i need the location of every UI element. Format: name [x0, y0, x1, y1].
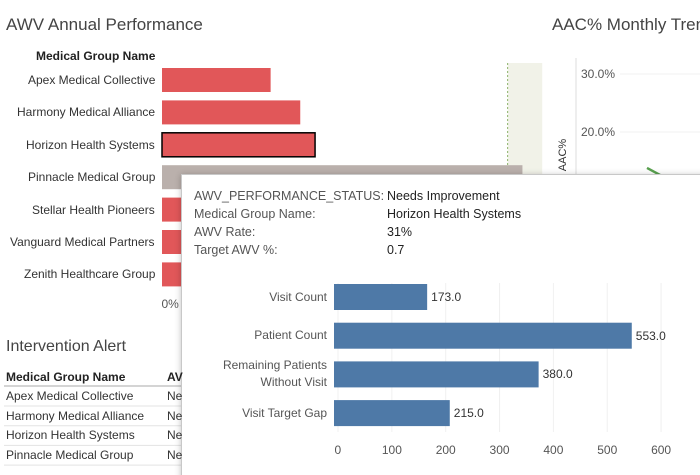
- value-label: 215.0: [453, 406, 484, 421]
- field-value: 0.7: [387, 243, 405, 257]
- x-tick-label: 0: [334, 443, 342, 457]
- axis-header: Medical Group Name: [36, 49, 156, 63]
- value-label: 553.0: [635, 328, 666, 343]
- category-label: Zenith Healthcare Group: [24, 267, 156, 282]
- x-tick-label: 0%: [161, 297, 179, 311]
- chart-title: AWV Annual Performance: [6, 15, 203, 34]
- category-label: Vanguard Medical Partners: [10, 235, 155, 249]
- category-label: Apex Medical Collective: [28, 73, 156, 87]
- category-label: Horizon Health Systems: [26, 137, 155, 152]
- field-value: Needs Improvement: [387, 189, 500, 203]
- field-label: AWV Rate:: [194, 225, 256, 239]
- table-cell: Pinnacle Medical Group: [6, 448, 134, 463]
- trend-line: [646, 166, 661, 177]
- field-label: Target AWV %:: [194, 243, 278, 257]
- x-tick-label: 300: [489, 443, 510, 457]
- x-tick-label: 100: [381, 443, 402, 457]
- bar: [162, 68, 271, 92]
- chart-title: AAC% Monthly Tren: [552, 15, 700, 34]
- category-label: Patient Count: [254, 328, 327, 343]
- field-value: Horizon Health Systems: [387, 207, 522, 221]
- bar: [334, 322, 632, 349]
- bar: [334, 400, 450, 427]
- x-tick-label: 200: [435, 443, 456, 457]
- value-label: 173.0: [431, 290, 462, 304]
- table-cell: Apex Medical Collective: [6, 389, 134, 403]
- tooltip-layer: [334, 283, 662, 432]
- category-label: Pinnacle Medical Group: [28, 170, 156, 185]
- tooltip: AWV_PERFORMANCE_STATUS: Needs Improvement…: [181, 174, 700, 475]
- field-value: 31%: [387, 225, 413, 239]
- table-cell: Ne: [167, 448, 183, 463]
- table-cell: Harmony Medical Alliance: [6, 408, 145, 423]
- category-label: Visit Count: [269, 289, 327, 304]
- bar: [334, 361, 539, 388]
- y-tick-label: 20.0%: [581, 125, 616, 139]
- category-label: Remaining Patients Without Visit: [222, 358, 327, 390]
- table-cell: Ne: [167, 389, 183, 403]
- category-label: Visit Target Gap: [242, 405, 327, 420]
- x-tick-label: 600: [651, 443, 672, 457]
- bar: [334, 284, 428, 310]
- table-cell: Ne: [167, 428, 183, 443]
- field-label: Medical Group Name:: [194, 207, 316, 221]
- value-label: 380.0: [542, 367, 573, 382]
- x-tick-label: 500: [597, 443, 618, 457]
- category-label: Harmony Medical Alliance: [17, 105, 156, 120]
- y-tick-label: 30.0%: [581, 67, 616, 81]
- table-title: Intervention Alert: [6, 337, 127, 355]
- field-label: AWV_PERFORMANCE_STATUS:: [194, 189, 385, 203]
- category-label: Stellar Health Pioneers: [32, 202, 155, 217]
- bar: [161, 132, 316, 158]
- column-header: AV: [167, 370, 183, 384]
- table-cell: Ne: [167, 408, 183, 423]
- bar: [162, 100, 301, 125]
- x-tick-label: 400: [543, 443, 564, 457]
- y-axis-label: AAC%: [557, 138, 570, 172]
- table-cell: Horizon Health Systems: [6, 428, 135, 443]
- column-header: Medical Group Name: [6, 370, 126, 384]
